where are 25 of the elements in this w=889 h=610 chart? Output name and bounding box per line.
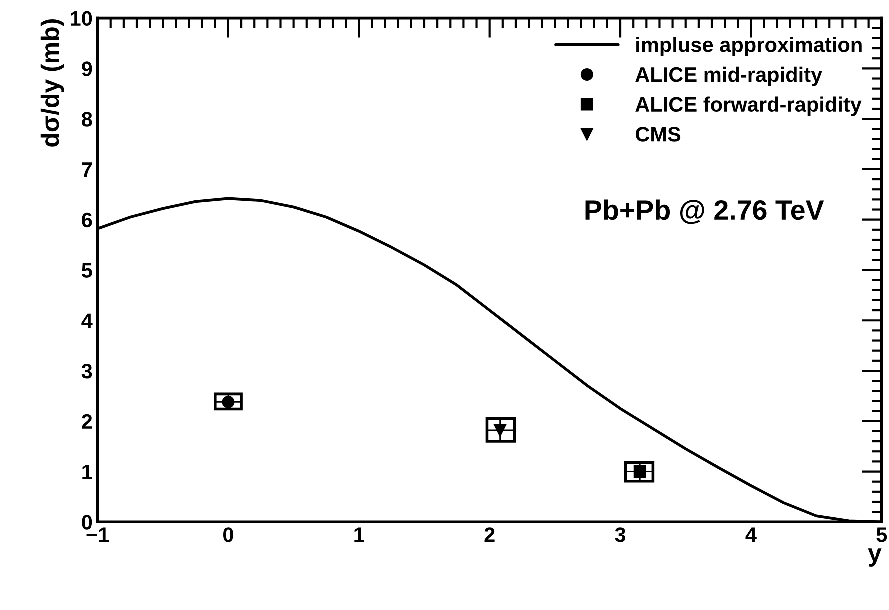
annotation: Pb+Pb @ 2.76 TeV: [586, 200, 824, 224]
x-tick-label: 3: [615, 528, 626, 542]
y-tick-label: 3: [82, 364, 92, 379]
y-tick-label: 10: [71, 11, 92, 26]
legend-label: CMS: [636, 127, 681, 142]
x-tick-label: 4: [746, 528, 757, 542]
y-tick-label: 4: [82, 314, 93, 328]
legend-label: ALICE forward-rapidity: [636, 96, 862, 116]
y-tick-label: 8: [82, 112, 92, 127]
y-tick-label: 2: [82, 414, 92, 429]
x-tick-label: 5: [876, 528, 888, 542]
legend-label: impluse approximation: [636, 37, 862, 56]
y-tick-label: 1: [82, 464, 92, 480]
y-tick-label: 5: [82, 263, 92, 278]
y-axis-title: dσ/dy (mb): [40, 20, 64, 147]
x-tick-label: 2: [484, 528, 495, 542]
y-tick-label: 7: [82, 162, 92, 178]
x-tick-label: −1: [86, 528, 110, 542]
y-tick-label: 0: [82, 515, 92, 530]
y-tick-label: 9: [82, 62, 92, 76]
legend-label: ALICE mid-rapidity: [636, 66, 822, 86]
y-tick-label: 6: [82, 212, 92, 228]
x-tick-label: 1: [354, 528, 364, 542]
x-axis-title: y: [868, 548, 882, 567]
x-tick-label: 0: [224, 528, 234, 542]
